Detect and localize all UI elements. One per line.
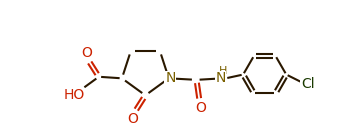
Text: O: O — [195, 101, 206, 115]
Text: N: N — [165, 71, 175, 85]
Text: O: O — [127, 112, 138, 126]
Text: O: O — [81, 46, 92, 60]
Text: HO: HO — [64, 88, 85, 102]
Text: N: N — [215, 71, 225, 85]
Text: Cl: Cl — [301, 77, 315, 91]
Text: H: H — [219, 66, 228, 76]
